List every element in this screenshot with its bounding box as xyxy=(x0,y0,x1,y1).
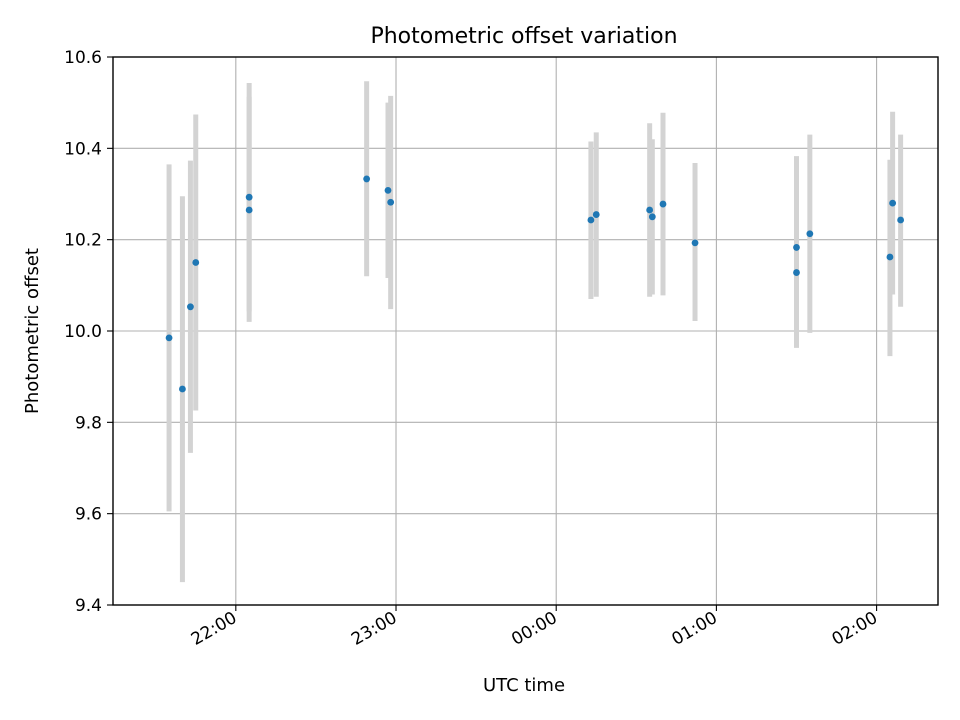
data-point xyxy=(646,206,654,214)
data-point xyxy=(889,199,897,207)
y-tick-label: 10.2 xyxy=(64,231,102,251)
y-tick-label: 9.8 xyxy=(75,413,102,433)
y-tick-label: 10.0 xyxy=(64,322,102,342)
data-point xyxy=(793,269,800,276)
y-tick-label: 9.4 xyxy=(75,596,102,616)
x-tick-label: 02:00 xyxy=(829,608,881,650)
data-points xyxy=(165,175,905,393)
error-bars xyxy=(166,81,904,583)
x-tick-label: 22:00 xyxy=(188,608,240,650)
x-axis-label: UTC time xyxy=(483,675,565,696)
data-point xyxy=(387,198,395,206)
data-point xyxy=(592,211,600,218)
y-tick-label: 9.6 xyxy=(75,505,102,525)
x-tick-label: 00:00 xyxy=(508,608,560,650)
chart-title: Photometric offset variation xyxy=(370,24,677,49)
y-axis-label: Photometric offset xyxy=(22,248,43,414)
y-tick-label: 10.4 xyxy=(64,139,102,159)
data-point xyxy=(886,253,894,261)
data-point xyxy=(659,200,667,208)
x-tick-label: 23:00 xyxy=(348,608,400,650)
data-point xyxy=(384,186,392,194)
grid-lines xyxy=(113,56,938,606)
y-tick-label: 10.6 xyxy=(64,48,102,68)
data-point xyxy=(897,216,905,224)
data-point xyxy=(648,213,656,221)
x-tick-label: 01:00 xyxy=(668,608,720,650)
data-point xyxy=(165,334,173,342)
data-point xyxy=(245,193,253,201)
data-point xyxy=(192,259,200,266)
data-point xyxy=(806,230,814,238)
data-point xyxy=(691,239,699,247)
data-point xyxy=(793,244,800,251)
data-point xyxy=(245,206,253,214)
data-point xyxy=(587,216,595,224)
data-point xyxy=(187,303,194,311)
data-point xyxy=(179,385,186,393)
data-point xyxy=(363,175,371,183)
axis-ticks: 9.4 9.6 9.8 10.0 10.2 10.4 10.6 22:00 23:00 00:00… xyxy=(64,48,881,650)
